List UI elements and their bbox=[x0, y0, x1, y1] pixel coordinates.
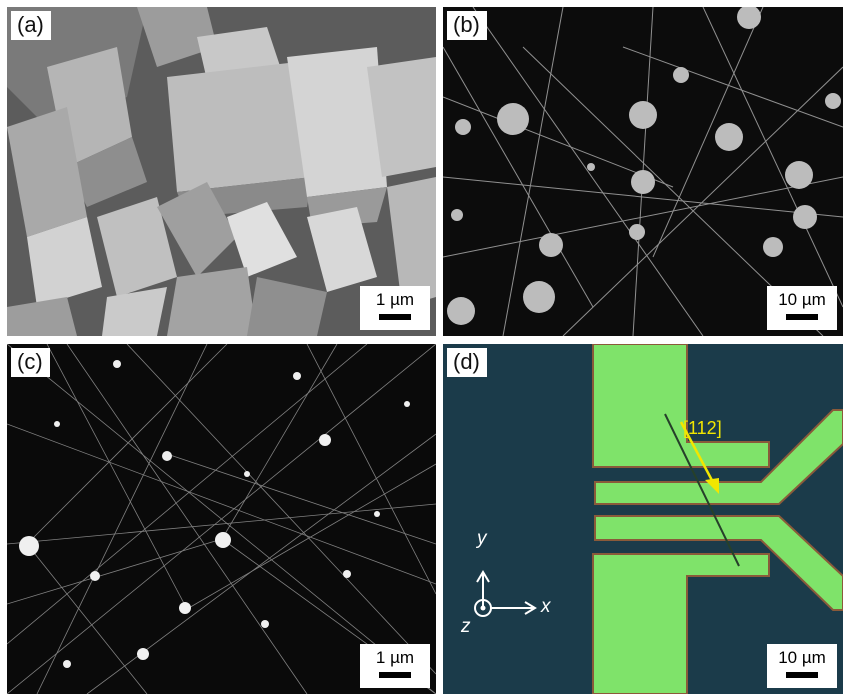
panel-d-scale-text: 10 µm bbox=[778, 648, 826, 667]
panel-a-image bbox=[7, 7, 436, 336]
axis-y-label: y bbox=[477, 528, 487, 549]
panel-b-image bbox=[443, 7, 843, 336]
panel-c-scale-bar: 1 µm bbox=[360, 644, 430, 688]
axis-z-label: z bbox=[461, 616, 471, 637]
panel-b-scale-text: 10 µm bbox=[778, 290, 826, 309]
panel-a-label: (a) bbox=[11, 11, 51, 40]
panel-c-label: (c) bbox=[11, 348, 50, 377]
panel-c-image bbox=[7, 344, 436, 694]
panel-a-scale-text: 1 µm bbox=[375, 290, 415, 309]
panel-b-scale-line bbox=[786, 314, 818, 320]
panel-c: (c) 1 µm bbox=[7, 344, 436, 694]
panel-a-scale-bar: 1 µm bbox=[360, 286, 430, 330]
panel-d-scale-bar: 10 µm bbox=[767, 644, 837, 688]
direction-arrow bbox=[679, 421, 717, 487]
axis-x-label: x bbox=[541, 596, 551, 617]
panel-a: (a) 1 µm bbox=[7, 7, 436, 336]
panel-d: (d) [112] y x z 10 µm bbox=[443, 344, 843, 694]
panel-c-scale-text: 1 µm bbox=[375, 648, 415, 667]
panel-b-scale-bar: 10 µm bbox=[767, 286, 837, 330]
panel-a-scale-line bbox=[379, 314, 411, 320]
panel-b: (b) 10 µm bbox=[443, 7, 843, 336]
panel-d-image bbox=[443, 344, 843, 694]
panel-d-label: (d) bbox=[447, 348, 487, 377]
crystal-direction-label: [112] bbox=[683, 418, 722, 438]
panel-c-scale-line bbox=[379, 672, 411, 678]
panel-d-scale-line bbox=[786, 672, 818, 678]
panel-b-label: (b) bbox=[447, 11, 487, 40]
